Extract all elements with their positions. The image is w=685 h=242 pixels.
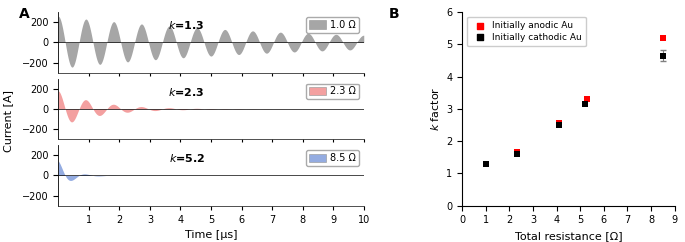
Point: [480, 162, 491, 166]
Text: Current [A]: Current [A]: [3, 90, 14, 152]
Point: [553, 123, 564, 127]
Legend: Initially anodic Au, Initially cathodic Au: Initially anodic Au, Initially cathodic …: [466, 17, 586, 46]
Legend: 1.0 Ω: 1.0 Ω: [306, 17, 359, 33]
X-axis label: Total resistance [Ω]: Total resistance [Ω]: [514, 231, 622, 241]
Point: [580, 102, 590, 106]
Point: [553, 121, 564, 125]
Y-axis label: $k$ factor: $k$ factor: [429, 87, 440, 131]
X-axis label: Time [µs]: Time [µs]: [185, 230, 237, 240]
Text: $\mathbf{\mathit{k}}$=5.2: $\mathbf{\mathit{k}}$=5.2: [169, 152, 205, 165]
Point: [511, 152, 522, 156]
Text: A: A: [19, 7, 30, 21]
Text: B: B: [389, 7, 400, 21]
Point: [582, 97, 593, 101]
Point: [480, 162, 491, 166]
Legend: 2.3 Ω: 2.3 Ω: [306, 83, 359, 99]
Text: $\mathbf{\mathit{k}}$=1.3: $\mathbf{\mathit{k}}$=1.3: [169, 19, 205, 31]
Point: [511, 151, 522, 154]
Text: $\mathbf{\mathit{k}}$=2.3: $\mathbf{\mathit{k}}$=2.3: [169, 86, 205, 98]
Point: [658, 36, 669, 40]
Legend: 8.5 Ω: 8.5 Ω: [306, 150, 359, 166]
Point: [658, 54, 669, 58]
